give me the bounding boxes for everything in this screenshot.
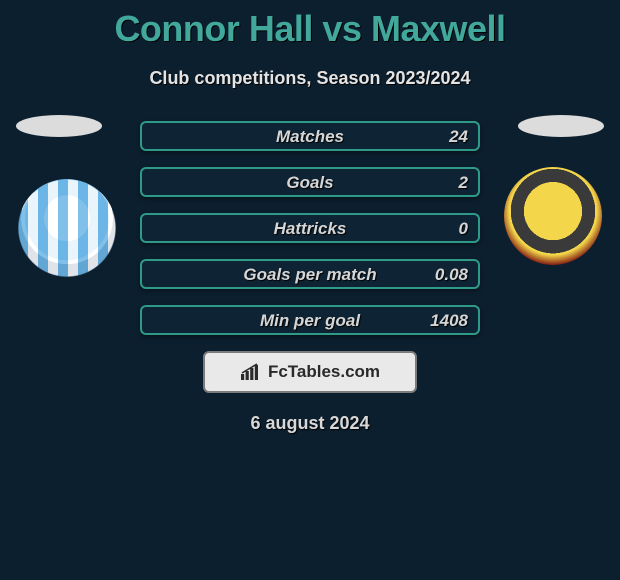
stat-value: 2 xyxy=(459,169,468,197)
stat-bar: Goals per match 0.08 xyxy=(140,259,480,289)
brand-box[interactable]: FcTables.com xyxy=(203,351,417,393)
stat-label: Matches xyxy=(142,123,478,151)
stat-label: Goals xyxy=(142,169,478,197)
stat-value: 24 xyxy=(449,123,468,151)
date-label: 6 august 2024 xyxy=(0,413,620,434)
stat-bar: Min per goal 1408 xyxy=(140,305,480,335)
chart-icon xyxy=(240,363,262,381)
stat-bars: Matches 24 Goals 2 Hattricks 0 Goals per… xyxy=(140,121,480,335)
stat-value: 0.08 xyxy=(435,261,468,289)
brand-text: FcTables.com xyxy=(268,362,380,382)
subtitle: Club competitions, Season 2023/2024 xyxy=(0,68,620,89)
page-title: Connor Hall vs Maxwell xyxy=(0,0,620,50)
player-shadow-left xyxy=(16,115,102,137)
player-shadow-right xyxy=(518,115,604,137)
stat-value: 0 xyxy=(459,215,468,243)
stat-bar: Matches 24 xyxy=(140,121,480,151)
club-crest-right xyxy=(504,167,602,265)
club-crest-left xyxy=(18,179,116,277)
comparison-stage: Matches 24 Goals 2 Hattricks 0 Goals per… xyxy=(0,121,620,434)
stat-value: 1408 xyxy=(430,307,468,335)
stat-bar: Hattricks 0 xyxy=(140,213,480,243)
stat-bar: Goals 2 xyxy=(140,167,480,197)
stat-label: Goals per match xyxy=(142,261,478,289)
stat-label: Hattricks xyxy=(142,215,478,243)
stat-label: Min per goal xyxy=(142,307,478,335)
